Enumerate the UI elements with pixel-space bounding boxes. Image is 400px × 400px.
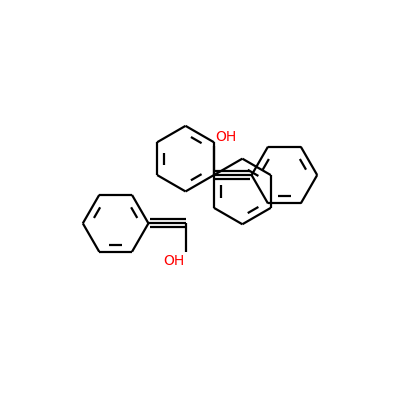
Text: OH: OH — [164, 254, 185, 268]
Text: OH: OH — [215, 130, 236, 144]
